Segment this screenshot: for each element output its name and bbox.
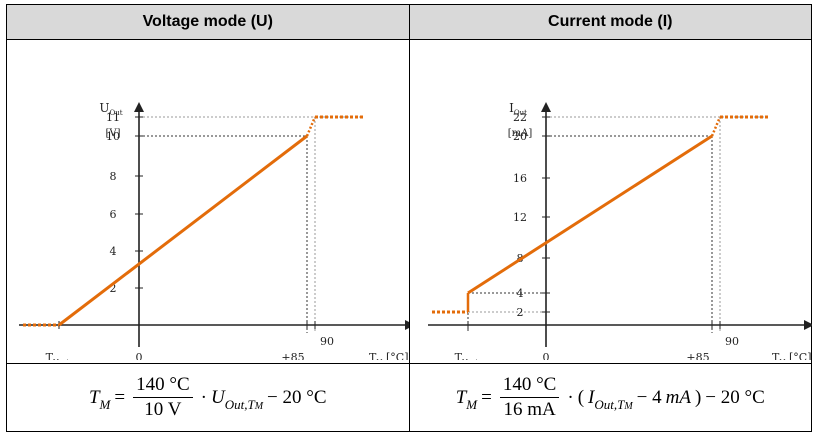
y-tick-label-6: 6 (110, 208, 117, 221)
current-mode-header: Current mode (I) (408, 3, 812, 41)
y-tick-label-2: 2 (516, 306, 523, 319)
x-tick-label-2: +85 (686, 351, 709, 360)
y-axis-unit: [V] (105, 128, 120, 139)
x-axis-arrow (405, 320, 409, 331)
y-axis-unit: [mA] (507, 128, 532, 139)
y-tick-label-4: 4 (516, 287, 523, 300)
voltage-chart-cell: 2 4 6 8 10 11 TM,min 0 +85 90 UOut [V] TM [°C] (6, 39, 410, 365)
x-tick-label-3: 90 (725, 335, 739, 348)
series-ramp (466, 135, 713, 295)
series-transition (710, 116, 721, 137)
y-tick-label-11: 11 (106, 111, 120, 124)
y-tick-label-12: 12 (513, 211, 527, 224)
voltage-formula-cell: TM = 140 °C 10 V · UOut,TM − 20 °C (6, 363, 410, 432)
x-tick-label-1: 0 (542, 351, 549, 360)
y-tick-label-20: 20 (513, 130, 527, 143)
y-tick-label-22: 22 (513, 111, 527, 124)
current-formula: TM = 140 °C 16 mA · ( IOut,TM − 4 mA ) − … (455, 374, 765, 421)
y-tick-label-16: 16 (513, 172, 527, 185)
series-ramp (58, 135, 308, 327)
y-axis-label: IOut (509, 101, 527, 117)
x-tick-label-3: 90 (320, 335, 334, 348)
x-axis-arrow (803, 320, 812, 331)
series-transition (305, 116, 317, 137)
y-tick-label-2: 2 (110, 282, 117, 295)
voltage-formula: TM = 140 °C 10 V · UOut,TM − 20 °C (88, 374, 327, 421)
voltage-mode-header: Voltage mode (U) (6, 3, 410, 41)
y-axis-label: UOut (99, 101, 122, 117)
y-tick-label-4: 4 (110, 245, 117, 258)
x-axis-label: TM [°C] (772, 351, 812, 360)
x-tick-label-0: TM,min (454, 351, 481, 360)
x-tick-label-0: TM,min (46, 351, 73, 360)
y-tick-label-8: 8 (110, 170, 117, 183)
x-axis-label: TM [°C] (369, 351, 409, 360)
y-axis-arrow (134, 102, 144, 113)
x-tick-label-1: 0 (136, 351, 143, 360)
x-tick-label-2: +85 (281, 351, 304, 360)
mode-comparison-table: Voltage mode (U) Current mode (I) 2 4 6 8 10… (6, 3, 812, 432)
voltage-chart: 2 4 6 8 10 11 TM,min 0 +85 90 UOut [V] TM [°C] (19, 101, 409, 360)
y-axis-arrow (540, 102, 551, 113)
current-formula-cell: TM = 140 °C 16 mA · ( IOut,TM − 4 mA ) − … (408, 363, 812, 432)
y-tick-label-10: 10 (106, 130, 120, 143)
